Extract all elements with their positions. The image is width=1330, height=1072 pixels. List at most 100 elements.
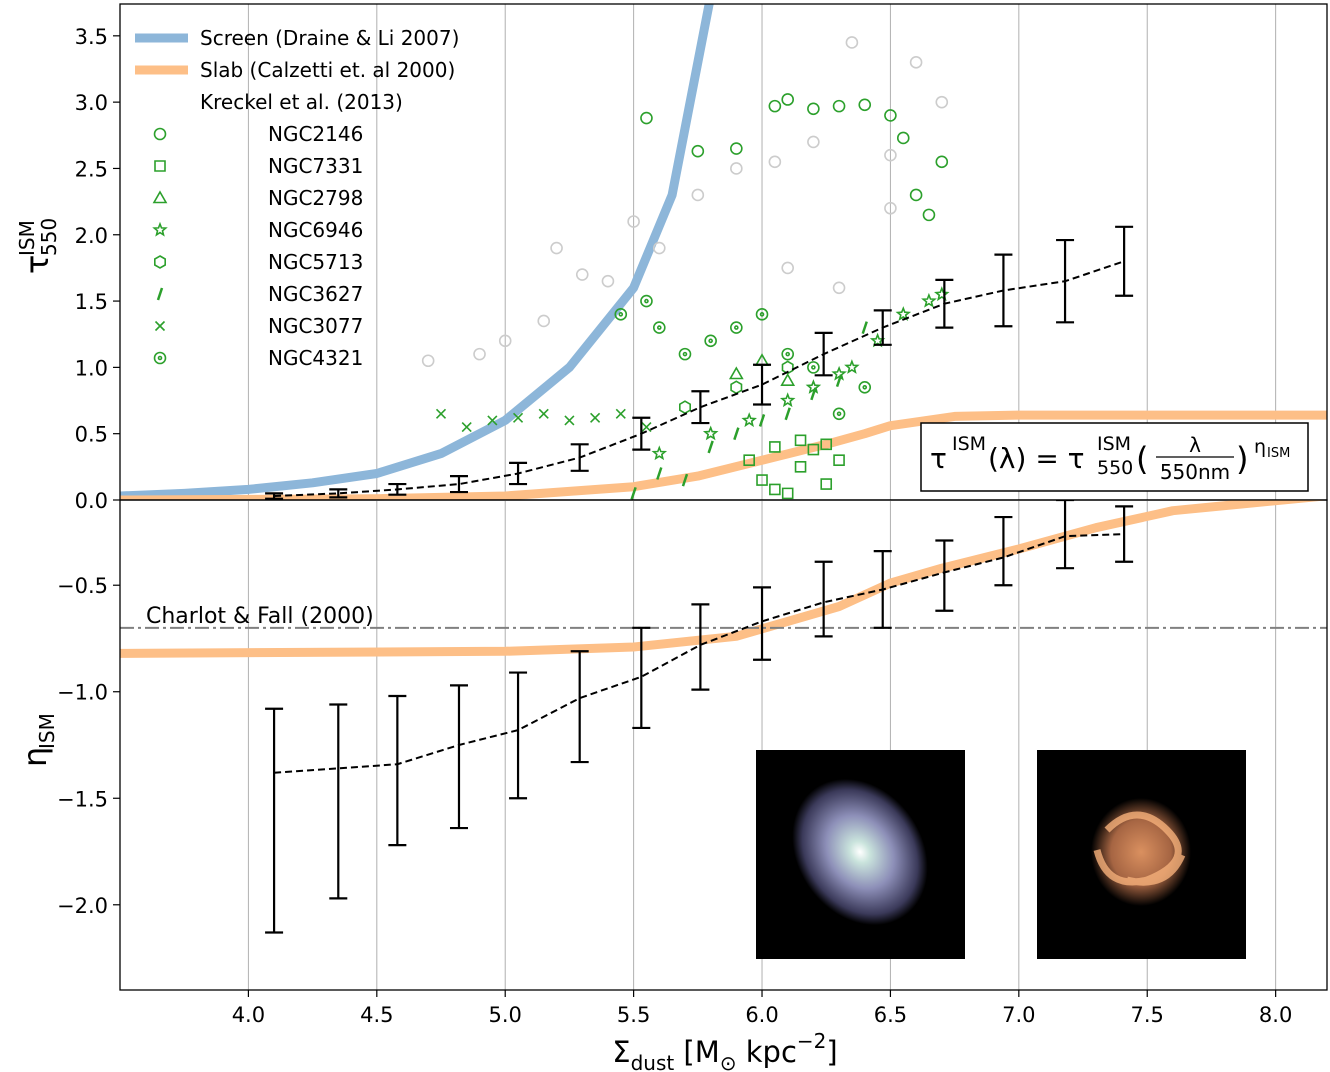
error-bar (632, 626, 651, 730)
marker (832, 99, 846, 113)
marker (681, 473, 689, 487)
y-label-sup: ISM (15, 220, 39, 256)
marker (884, 202, 897, 215)
legend-label: NGC2798 (268, 186, 363, 210)
marker (691, 144, 705, 158)
marker (421, 354, 435, 367)
marker (691, 188, 705, 202)
y-tick-label: −0.5 (57, 574, 108, 598)
y-tick-label: 1.5 (75, 290, 108, 314)
marker (779, 392, 796, 408)
marker (564, 415, 575, 426)
error-bar (994, 253, 1013, 328)
error-bar (935, 539, 954, 612)
legend-label: NGC4321 (268, 346, 363, 370)
marker (153, 127, 167, 141)
error-bar (814, 331, 833, 377)
marker (152, 190, 168, 204)
marker (640, 111, 653, 125)
marker (537, 314, 551, 328)
marker (781, 487, 794, 500)
marker (780, 373, 796, 386)
equation-text: λ (1189, 433, 1201, 457)
y-tick-label: 0.0 (75, 489, 108, 513)
marker (156, 287, 164, 301)
marker (702, 425, 719, 441)
error-bar (449, 684, 468, 830)
error-bar (753, 586, 772, 661)
marker (730, 142, 743, 155)
error-bar (691, 390, 710, 425)
marker (152, 221, 168, 237)
legend-label: Slab (Calzetti et. al 2000) (200, 58, 455, 82)
marker (154, 320, 166, 332)
marker (730, 321, 743, 334)
equation-text: ISM (1267, 446, 1290, 461)
error-bar (935, 278, 954, 329)
axes-frame (119, 499, 1328, 991)
x-tick-label: 7.0 (1002, 1003, 1035, 1027)
equation-text: ( (1136, 440, 1148, 478)
marker (784, 407, 791, 421)
marker (921, 292, 937, 308)
legend-label: NGC6946 (268, 218, 363, 242)
y-tick-label: −1.0 (57, 681, 108, 705)
marker (707, 440, 714, 454)
error-bar (1056, 238, 1075, 324)
y-label-symbol: η (16, 747, 54, 767)
marker (461, 421, 472, 433)
x-tick-label: 6.0 (745, 1003, 778, 1027)
marker (909, 56, 923, 69)
marker (728, 366, 744, 380)
marker (810, 387, 817, 401)
error-bar (1115, 505, 1134, 563)
error-bar (329, 703, 348, 900)
error-bar (691, 603, 710, 691)
x-tick-label: 4.5 (360, 1003, 393, 1027)
reference-label: Charlot & Fall (2000) (146, 604, 374, 629)
marker (652, 241, 666, 255)
marker (833, 454, 845, 467)
marker (794, 461, 807, 473)
x-tick-label: 6.5 (874, 1003, 907, 1027)
error-bar (509, 461, 528, 486)
marker (896, 131, 910, 145)
median-line (274, 260, 1125, 497)
error-bar (265, 707, 284, 934)
marker (832, 407, 846, 421)
marker (781, 93, 795, 106)
marker (807, 102, 820, 115)
marker (820, 478, 833, 490)
x-label-part: ] (826, 1035, 837, 1069)
marker (781, 347, 795, 361)
legend-label: NGC3627 (268, 282, 363, 306)
marker (741, 412, 757, 428)
marker (651, 445, 668, 461)
y-tick-label: 2.0 (75, 224, 108, 248)
y-label-symbol: τ (18, 255, 56, 274)
marker (435, 408, 447, 419)
x-tick-label: 5.0 (489, 1003, 522, 1027)
inset-title: Example Dust Map (1056, 759, 1235, 781)
equation-box (920, 422, 1309, 492)
x-label-part: kpc (737, 1035, 797, 1069)
marker (656, 467, 663, 480)
x-label-part: ⊙ (720, 1051, 737, 1072)
marker (704, 334, 717, 348)
error-bar (388, 482, 407, 496)
marker (575, 268, 589, 281)
marker (154, 255, 166, 269)
y-label-sub: 550 (37, 218, 61, 256)
marker (758, 414, 766, 427)
marker (807, 443, 820, 456)
x-label-part: dust (631, 1051, 675, 1072)
marker (895, 306, 912, 322)
marker (473, 347, 486, 361)
marker (861, 321, 868, 334)
marker (768, 155, 782, 169)
equation-text: 550nm (1160, 460, 1230, 484)
marker (820, 438, 833, 451)
marker (884, 109, 897, 122)
